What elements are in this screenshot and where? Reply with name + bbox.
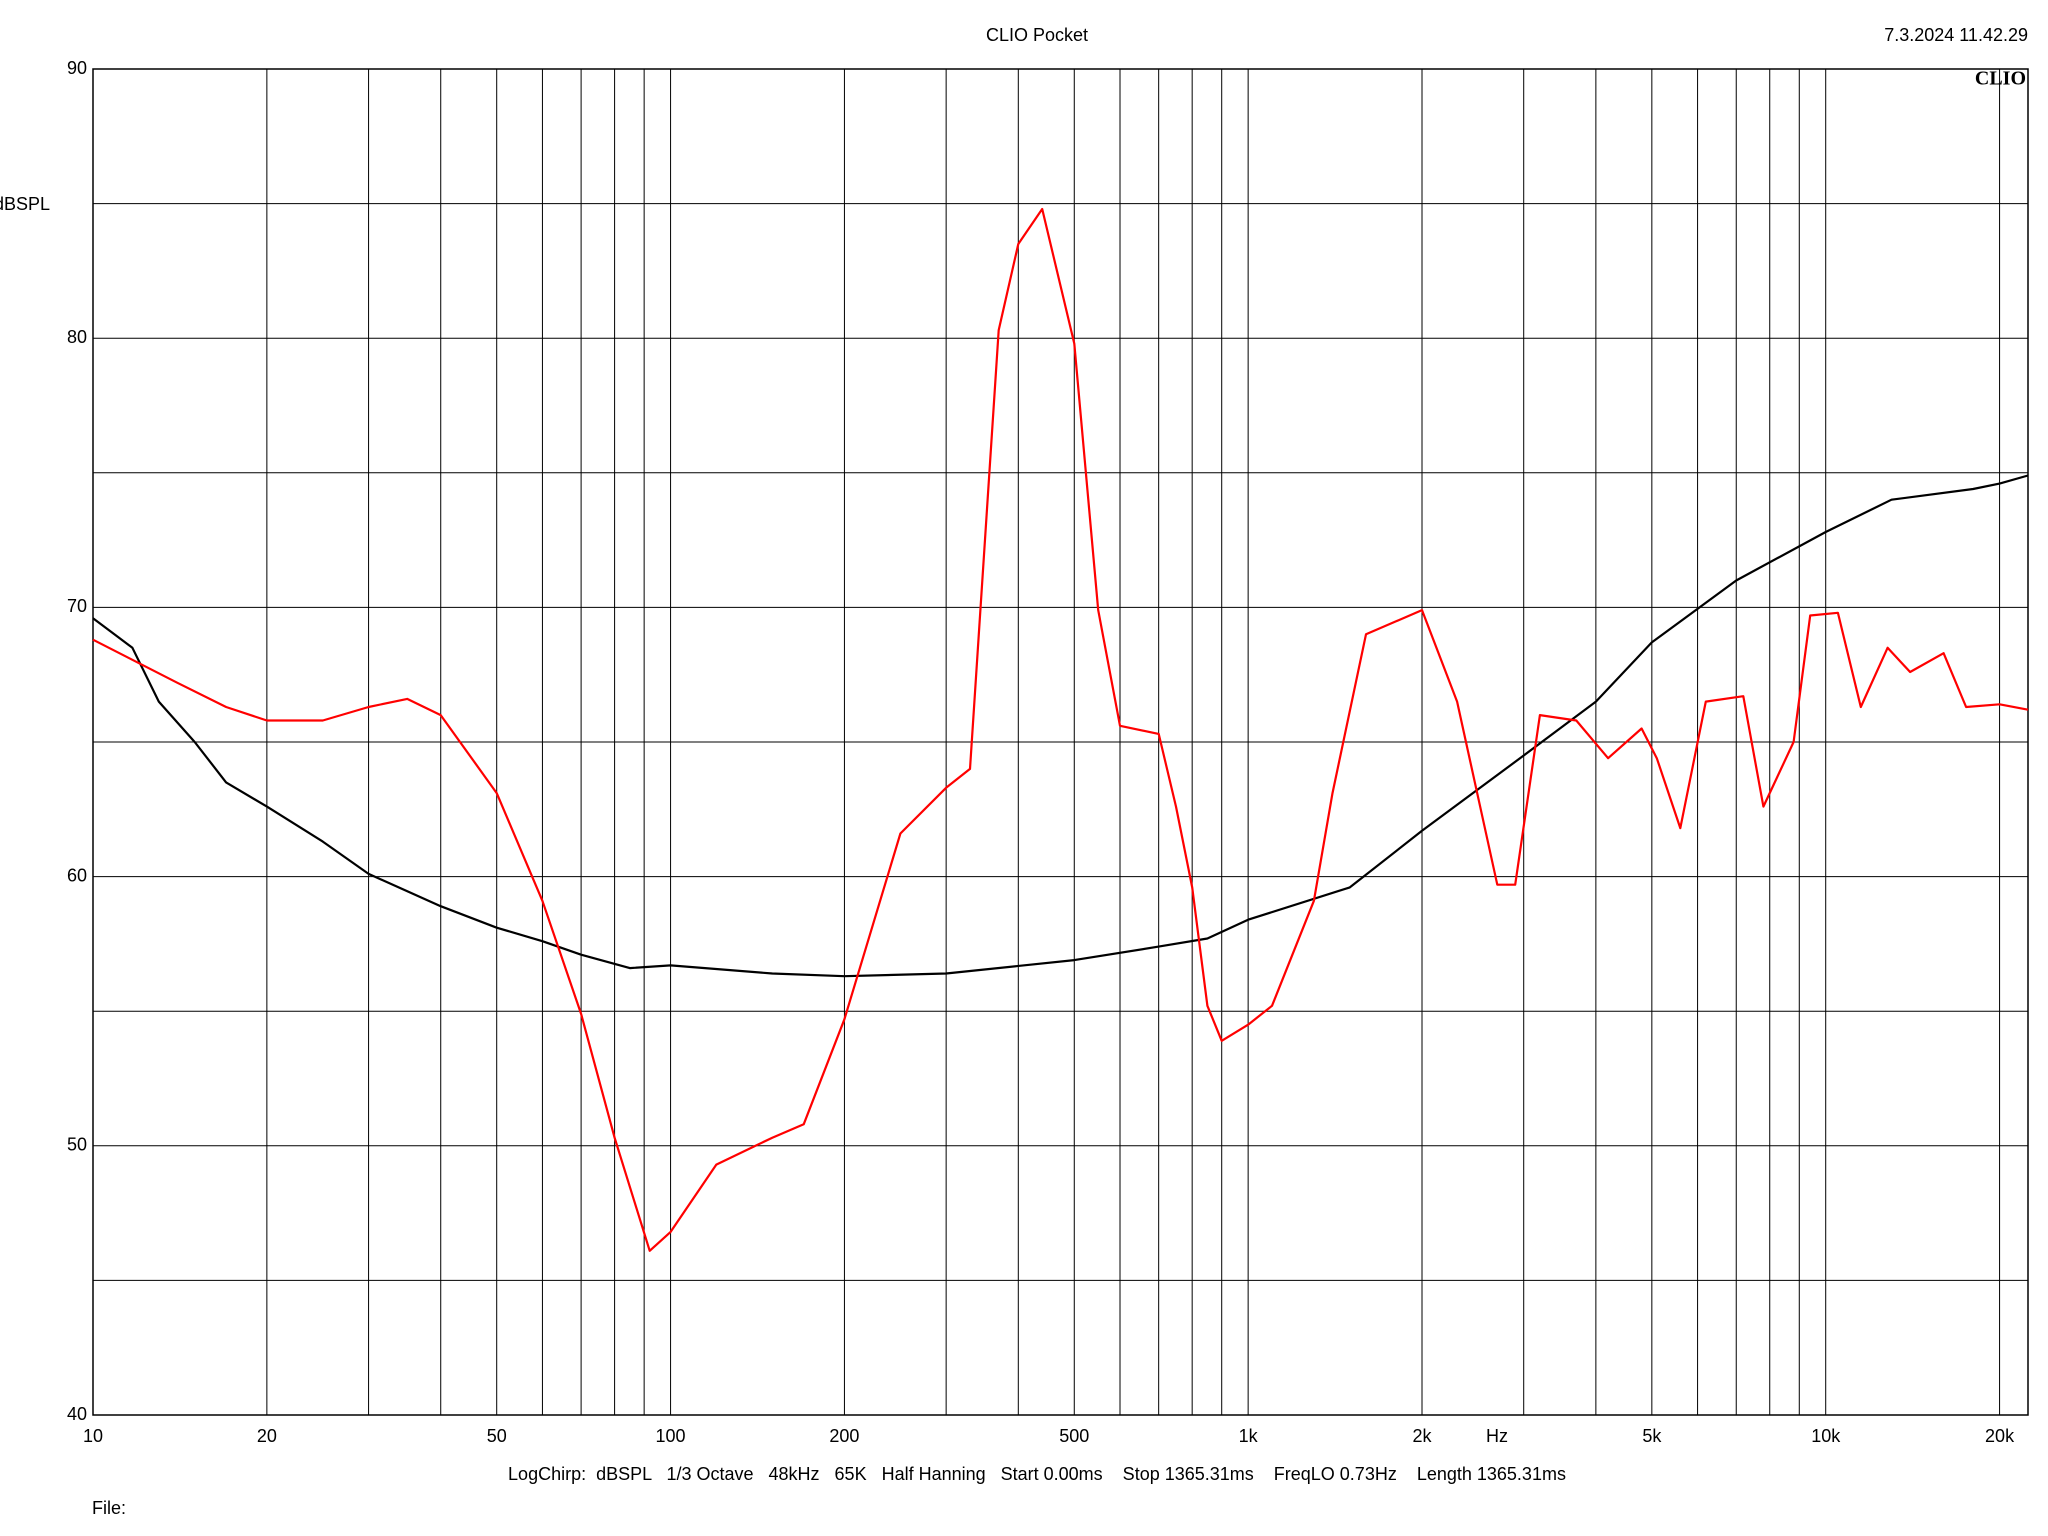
timestamp: 7.3.2024 11.42.29	[1884, 25, 2028, 45]
file-label: File:	[92, 1498, 126, 1518]
logo: CLIO	[1975, 68, 2026, 90]
footer: LogChirp: dBSPL 1/3 Octave 48kHz 65K Hal…	[508, 1464, 1566, 1484]
series-line	[92, 207, 2029, 1252]
y-axis-label: dBSPL	[0, 194, 50, 214]
x-tick-label: 200	[829, 1426, 859, 1446]
x-tick-label: 10	[83, 1426, 103, 1446]
chart-title: CLIO Pocket	[986, 25, 1088, 45]
x-tick-label: 20	[257, 1426, 277, 1446]
y-tick-label: 80	[67, 327, 87, 347]
x-tick-label: 1k	[1239, 1426, 1259, 1446]
x-tick-label: 20k	[1985, 1426, 2015, 1446]
x-tick-label: 100	[656, 1426, 686, 1446]
x-tick-label: 2k	[1412, 1426, 1432, 1446]
plot-frame	[92, 68, 2029, 1416]
y-tick-label: 60	[67, 865, 87, 885]
x-tick-label: 50	[487, 1426, 507, 1446]
series-line	[92, 474, 2029, 978]
y-tick-label: 40	[67, 1404, 87, 1424]
y-tick-label: 90	[67, 58, 87, 78]
x-tick-label: 500	[1059, 1426, 1089, 1446]
y-tick-label: 50	[67, 1135, 87, 1155]
x-tick-label: 5k	[1642, 1426, 1662, 1446]
x-tick-label: 10k	[1811, 1426, 1841, 1446]
y-tick-label: 70	[67, 596, 87, 616]
x-axis-label: Hz	[1486, 1426, 1508, 1446]
